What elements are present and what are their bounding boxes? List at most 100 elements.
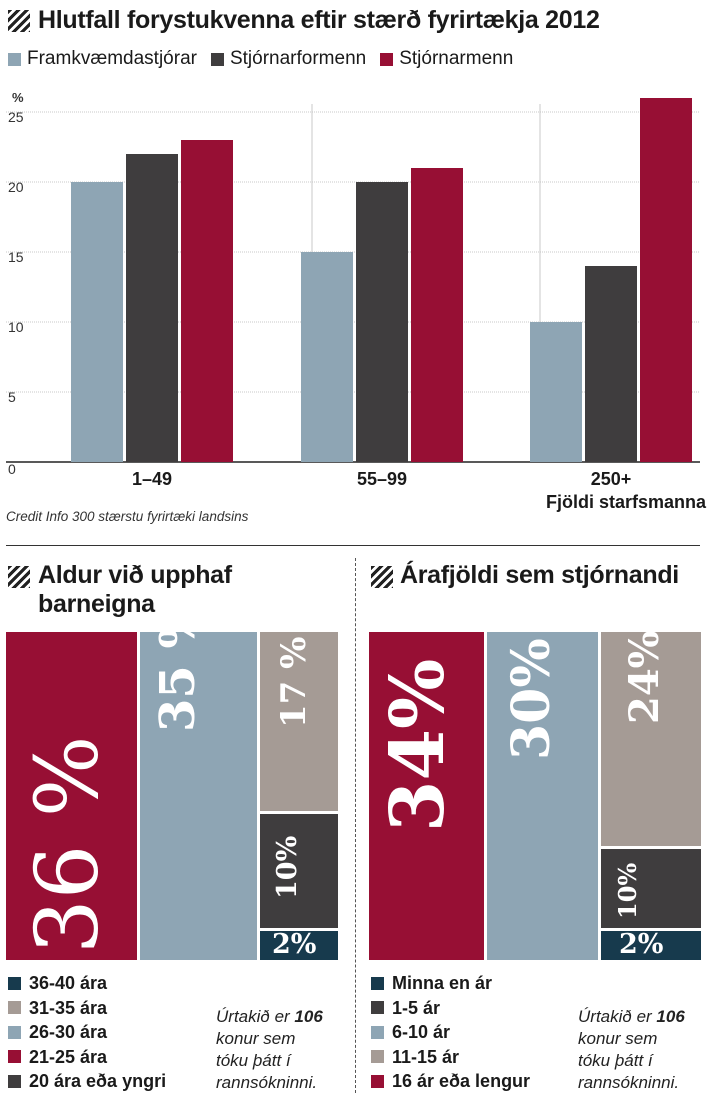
legend-label: 1-5 ár	[392, 997, 441, 1018]
right-legend: Minna en ár 1-5 ár 6-10 ár 11-15 ár 16 á…	[371, 971, 530, 1094]
y-tick-label: 10	[8, 319, 24, 335]
legend-swatch	[210, 52, 224, 66]
legend-label: 16 ár eða lengur	[392, 1071, 531, 1091]
bar	[301, 252, 353, 462]
y-tick-label: 0	[8, 461, 16, 477]
legend-item: 16 ár eða lengur	[371, 1069, 530, 1094]
treemap-segment-1-5: 10%	[601, 849, 701, 928]
treemap-segment-21-25: 36 %	[6, 632, 137, 960]
legend-label: 11-15 ár	[392, 1046, 460, 1067]
y-tick-label: 20	[8, 179, 24, 195]
note-number: 106	[294, 1007, 323, 1026]
y-axis-unit: %	[12, 90, 24, 105]
x-tick-label: 55–99	[357, 469, 407, 489]
legend-label: Minna en ár	[392, 973, 493, 993]
legend-swatch	[8, 1001, 21, 1015]
legend-swatch	[371, 1001, 384, 1015]
legend-item-stjornarmenn: Stjórnarmenn	[380, 48, 513, 70]
treemap-segment-minna-en-ar: 2%	[601, 929, 701, 960]
segment-label: 30%	[501, 638, 562, 760]
legend-label: 36-40 ára	[29, 973, 108, 993]
note-line: Úrtakið er 106	[216, 1006, 323, 1028]
bar	[411, 168, 463, 462]
x-tick-label: 1–49	[132, 469, 172, 489]
segment-label: 10%	[272, 835, 303, 899]
legend-item: 20 ára eða yngri	[8, 1069, 166, 1094]
y-tick-label: 25	[8, 109, 24, 125]
legend-swatch	[380, 52, 394, 66]
legend-item: 11-15 ár	[371, 1045, 530, 1070]
segment-label: 17 %	[274, 636, 314, 728]
section-divider	[6, 545, 700, 546]
legend-item: 6-10 ár	[371, 1020, 530, 1045]
legend-label: 6-10 ár	[392, 1022, 451, 1042]
legend-label: 31-35 ára	[29, 997, 108, 1018]
note-line: tóku þátt í	[216, 1051, 291, 1070]
legend-item: 21-25 ára	[8, 1045, 166, 1070]
legend-swatch	[371, 1025, 384, 1039]
legend-label: Stjórnarformenn	[229, 48, 367, 69]
y-tick-label: 15	[8, 249, 24, 265]
chart-title: Hlutfall forystukvenna eftir stærð fyrir…	[38, 6, 600, 34]
segment-label: 10%	[613, 862, 642, 919]
treemap-segment-20-yngri: 10%	[260, 814, 338, 928]
treemap-segment-26-30: 35 %	[140, 603, 257, 960]
legend-swatch	[8, 1074, 21, 1088]
treemap-segment-36-40: 2%	[260, 929, 338, 960]
bar	[181, 140, 233, 462]
treemap-segment-11-15: 24%	[601, 630, 701, 846]
legend-item: Minna en ár	[371, 971, 530, 996]
note-line: rannsókninni.	[578, 1073, 680, 1092]
right-note: Úrtakið er 106 konur sem tóku þátt í ran…	[578, 1006, 685, 1094]
left-legend: 36-40 ára 31-35 ára 26-30 ára 21-25 ára …	[8, 971, 166, 1094]
legend-label: Stjórnarmenn	[399, 48, 514, 69]
legend-item: 36-40 ára	[8, 971, 166, 996]
bar	[640, 98, 692, 462]
segment-label: 35 %	[150, 602, 206, 732]
treemap-segment-6-10: 30%	[487, 632, 598, 960]
legend-swatch	[8, 1025, 21, 1039]
note-line: tóku þátt í	[578, 1051, 653, 1070]
bar-legend: Framkvæmdastjórar Stjórnarformenn Stjórn…	[8, 48, 513, 70]
legend-item: 26-30 ára	[8, 1020, 166, 1045]
bar	[530, 322, 582, 462]
legend-swatch	[8, 976, 21, 990]
legend-item: 31-35 ára	[8, 996, 166, 1021]
legend-label: 21-25 ára	[29, 1046, 108, 1067]
note-line: rannsókninni.	[216, 1073, 318, 1092]
bar-chart: 0 5 10 15 20 25% 1–49 55–99 250+ Fjöldi starfsman…	[6, 90, 707, 512]
left-panel-title: Aldur við upphaf barneigna	[38, 561, 232, 618]
bar	[71, 182, 123, 462]
note-line: konur sem	[578, 1029, 658, 1048]
note-text: Úrtakið er	[578, 1007, 652, 1026]
segment-label: 34%	[375, 658, 461, 832]
right-panel-title: Árafjöldi sem stjórnandi	[400, 561, 679, 589]
legend-swatch	[371, 1074, 384, 1088]
x-tick-label: 250+	[591, 469, 632, 489]
column-divider	[355, 558, 356, 1093]
legend-item-framkvaemdastjorar: Framkvæmdastjórar	[8, 48, 197, 70]
x-axis-label: Fjöldi starfsmanna	[546, 492, 707, 512]
note-line: Úrtakið er 106	[578, 1006, 685, 1028]
segment-label: 2%	[619, 929, 664, 960]
hatch-icon	[371, 566, 393, 588]
bar	[126, 154, 178, 462]
segment-label: 24%	[621, 630, 668, 724]
note-number: 106	[656, 1007, 685, 1026]
bar	[585, 266, 637, 462]
legend-label: Framkvæmdastjórar	[27, 48, 197, 69]
hatch-icon	[8, 566, 30, 588]
note-text: Úrtakið er	[216, 1007, 290, 1026]
bar	[356, 182, 408, 462]
source-credit: Credit Info 300 stærstu fyrirtæki landsi…	[6, 509, 249, 524]
treemap-segment-31-35: 17 %	[260, 632, 338, 811]
legend-label: 20 ára eða yngri	[29, 1071, 167, 1091]
legend-swatch	[371, 1050, 384, 1064]
legend-swatch	[8, 52, 21, 66]
legend-swatch	[8, 1050, 21, 1064]
legend-label: 26-30 ára	[29, 1022, 108, 1042]
segment-label: 2%	[272, 929, 317, 960]
note-line: konur sem	[216, 1029, 296, 1048]
hatch-icon	[8, 10, 30, 32]
legend-swatch	[371, 976, 384, 990]
